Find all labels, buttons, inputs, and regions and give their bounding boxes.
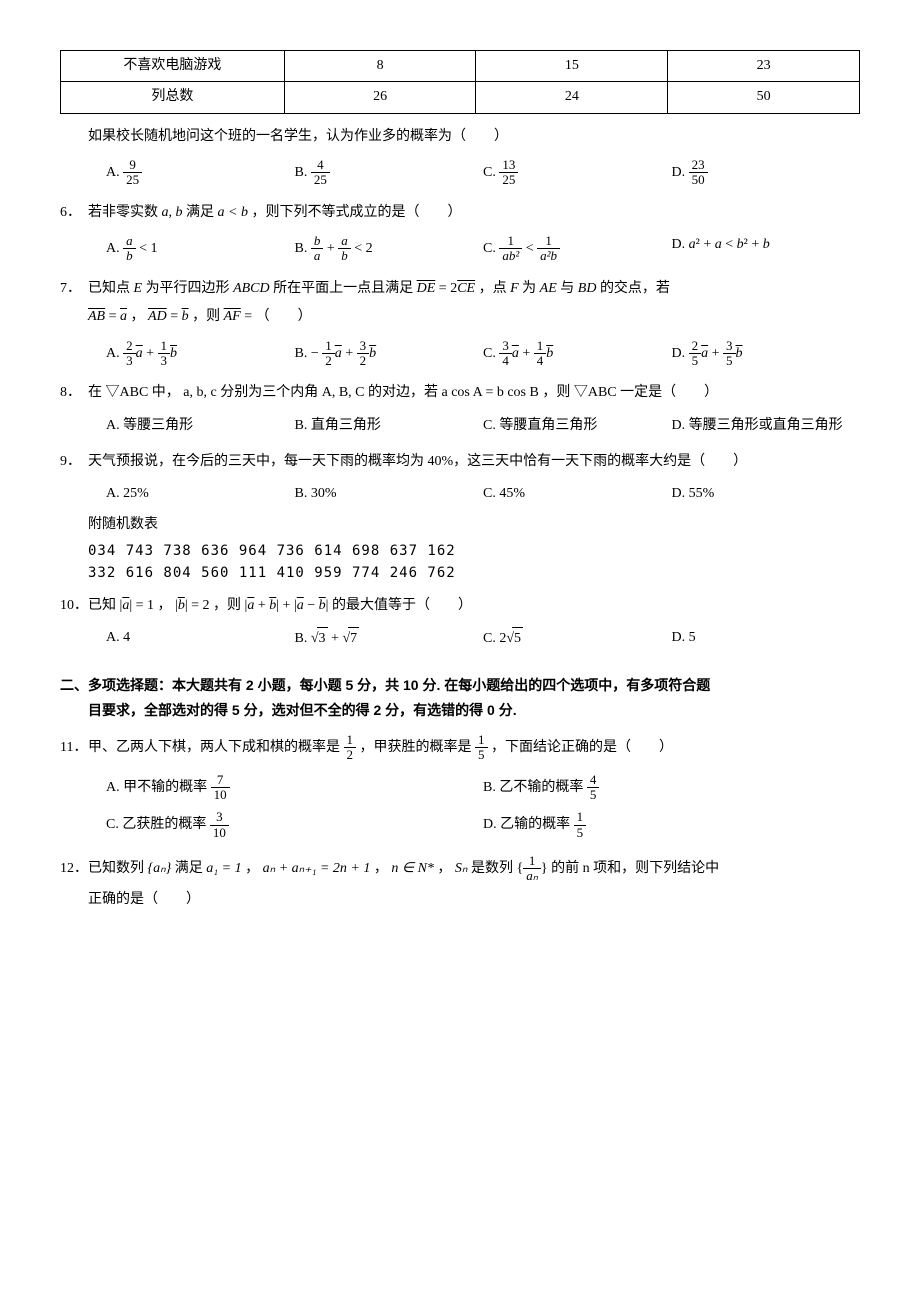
q10: 10．已知 |a| = 1 ， |b| = 2 ，则 |a + b| + |a …	[60, 595, 860, 617]
option-d: D. 2350	[672, 158, 861, 188]
cell-label: 不喜欢电脑游戏	[61, 51, 285, 82]
q7-options: A. 23a + 13b B. − 12a + 32b C. 34a + 14b…	[106, 335, 860, 373]
q6: 6．若非零实数 a, b 满足 a < b ，则下列不等式成立的是（ ）	[60, 202, 860, 224]
q8-stem: 在 ▽ABC 中， a, b, c 分别为三个内角 A, B, C 的对边，若 …	[88, 385, 718, 400]
q10-options: A. 4 B. √3 + √7 C. 2√5 D. 5	[106, 623, 860, 654]
q5-options: A. 925 B. 425 C. 1325 D. 2350	[106, 154, 860, 192]
q9-stem: 天气预报说，在今后的三天中，每一天下雨的概率均为 40%，这三天中恰有一天下雨的…	[88, 454, 747, 469]
q7-num: 7．	[60, 278, 88, 300]
option-a: A. 23a + 13b	[106, 339, 295, 369]
option-c: C. 1325	[483, 158, 672, 188]
section2-heading: 二、多项选择题：本大题共有 2 小题，每小题 5 分，共 10 分. 在每小题给…	[60, 673, 860, 723]
option-d: D. 25a + 35b	[672, 339, 861, 369]
option-b: B. ba + ab < 2	[295, 234, 484, 264]
cell: 15	[476, 51, 668, 82]
option-c: C. 乙获胜的概率 310	[106, 810, 483, 840]
cell: 8	[284, 51, 476, 82]
option-d: D. 等腰三角形或直角三角形	[672, 415, 861, 437]
option-a: A. 甲不输的概率 710	[106, 773, 483, 803]
q9-options: A. 25% B. 30% C. 45% D. 55%	[106, 479, 860, 509]
q9-random-row2: 332 616 804 560 111 410 959 774 246 762	[88, 562, 860, 584]
option-c: C. 2√5	[483, 627, 672, 650]
q9: 9．天气预报说，在今后的三天中，每一天下雨的概率均为 40%，这三天中恰有一天下…	[60, 451, 860, 473]
table-row: 不喜欢电脑游戏 8 15 23	[61, 51, 860, 82]
option-c: C. 1ab² < 1a²b	[483, 234, 672, 264]
option-c: C. 34a + 14b	[483, 339, 672, 369]
cell: 23	[668, 51, 860, 82]
option-b: B. 乙不输的概率 45	[483, 773, 860, 803]
cell-label: 列总数	[61, 82, 285, 113]
q12-line2: 正确的是（ ）	[88, 889, 860, 911]
option-b: B. − 12a + 32b	[295, 339, 484, 369]
option-a: A. 925	[106, 158, 295, 188]
q7: 7．已知点 E 为平行四边形 ABCD 所在平面上一点且满足 DE = 2CE …	[60, 278, 860, 300]
option-a: A. ab < 1	[106, 234, 295, 264]
data-table: 不喜欢电脑游戏 8 15 23 列总数 26 24 50	[60, 50, 860, 114]
cell: 24	[476, 82, 668, 113]
q9-random-row1: 034 743 738 636 964 736 614 698 637 162	[88, 540, 860, 562]
q7-line2: AB = a ， AD = b ，则 AF = （ ）	[88, 306, 860, 328]
q10-num: 10．	[60, 595, 88, 617]
q12-num: 12．	[60, 858, 88, 880]
q8: 8．在 ▽ABC 中， a, b, c 分别为三个内角 A, B, C 的对边，…	[60, 382, 860, 404]
q11-num: 11．	[60, 737, 88, 759]
q11-options: A. 甲不输的概率 710 B. 乙不输的概率 45 C. 乙获胜的概率 310…	[106, 769, 860, 844]
q8-options: A. 等腰三角形 B. 直角三角形 C. 等腰直角三角形 D. 等腰三角形或直角…	[106, 411, 860, 441]
option-b: B. 直角三角形	[295, 415, 484, 437]
option-d: D. 5	[672, 627, 861, 650]
cell: 26	[284, 82, 476, 113]
q12: 12．已知数列 {aₙ} 满足 a₁ = 1 ， aₙ + aₙ₊₁ = 2n …	[60, 854, 860, 884]
option-a: A. 25%	[106, 483, 295, 505]
option-c: C. 45%	[483, 483, 672, 505]
option-d: D. a² + a < b² + b	[672, 234, 861, 264]
option-c: C. 等腰直角三角形	[483, 415, 672, 437]
q6-num: 6．	[60, 202, 88, 224]
option-b: B. 425	[295, 158, 484, 188]
option-a: A. 等腰三角形	[106, 415, 295, 437]
option-b: B. 30%	[295, 483, 484, 505]
cell: 50	[668, 82, 860, 113]
option-d: D. 乙输的概率 15	[483, 810, 860, 840]
option-d: D. 55%	[672, 483, 861, 505]
q11: 11．甲、乙两人下棋，两人下成和棋的概率是 12 ，甲获胜的概率是 15 ，下面…	[60, 733, 860, 763]
q8-num: 8．	[60, 382, 88, 404]
q9-num: 9．	[60, 451, 88, 473]
q5-followup: 如果校长随机地问这个班的一名学生，认为作业多的概率为（ ）	[88, 126, 860, 148]
q9-attach-label: 附随机数表	[88, 514, 860, 536]
q6-options: A. ab < 1 B. ba + ab < 2 C. 1ab² < 1a²b …	[106, 230, 860, 268]
option-b: B. √3 + √7	[295, 627, 484, 650]
table-row: 列总数 26 24 50	[61, 82, 860, 113]
option-a: A. 4	[106, 627, 295, 650]
